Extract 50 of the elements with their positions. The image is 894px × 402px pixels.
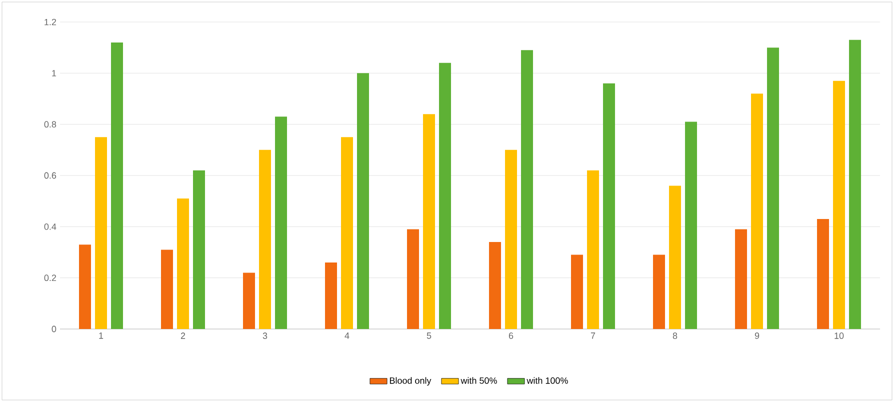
bar <box>587 170 600 329</box>
bar <box>95 137 108 329</box>
bar <box>849 40 862 329</box>
x-tick-label: 10 <box>834 332 844 339</box>
bar <box>669 186 682 329</box>
bar <box>817 218 830 329</box>
legend-label: Blood only <box>390 377 432 386</box>
x-tick-label: 8 <box>672 332 678 339</box>
bar <box>259 150 272 329</box>
y-tick-label: 0.8 <box>44 121 56 128</box>
legend-label: with 50% <box>460 377 497 384</box>
x-tick-label: 4 <box>344 332 350 339</box>
bar <box>489 242 502 329</box>
x-tick-label: 3 <box>262 332 268 339</box>
bar <box>603 83 616 329</box>
bar <box>767 48 780 329</box>
bar <box>79 244 91 329</box>
bar <box>111 42 124 329</box>
bar <box>193 170 206 329</box>
bar <box>521 50 534 329</box>
x-tick-label: 7 <box>590 332 596 339</box>
bar <box>423 114 436 329</box>
bar <box>751 94 764 329</box>
bar <box>243 272 256 329</box>
bar <box>439 62 452 329</box>
x-tick-label: 6 <box>508 332 514 339</box>
bar <box>833 80 846 329</box>
y-tick-label: 0.6 <box>44 172 56 179</box>
x-tick-label: 2 <box>180 332 186 339</box>
bar <box>505 150 518 329</box>
bar <box>571 254 584 329</box>
legend-label: with 100% <box>526 377 568 384</box>
x-tick-label: 1 <box>99 332 104 339</box>
bar <box>325 262 338 329</box>
bar <box>275 116 288 329</box>
bar <box>161 250 174 329</box>
bar <box>341 137 354 329</box>
bar <box>177 198 190 329</box>
y-tick-label: 0.4 <box>44 223 56 230</box>
bar <box>407 229 420 329</box>
bar <box>357 73 370 329</box>
bar <box>653 254 666 329</box>
x-tick-label: 9 <box>754 332 760 339</box>
y-tick-label: 0.2 <box>44 274 56 282</box>
bar <box>685 122 698 329</box>
y-tick-label: 1.2 <box>44 18 56 26</box>
y-tick-label: 0 <box>52 326 56 332</box>
y-tick-label: 1 <box>52 70 56 76</box>
bar <box>735 229 748 329</box>
x-tick-label: 5 <box>426 332 432 339</box>
